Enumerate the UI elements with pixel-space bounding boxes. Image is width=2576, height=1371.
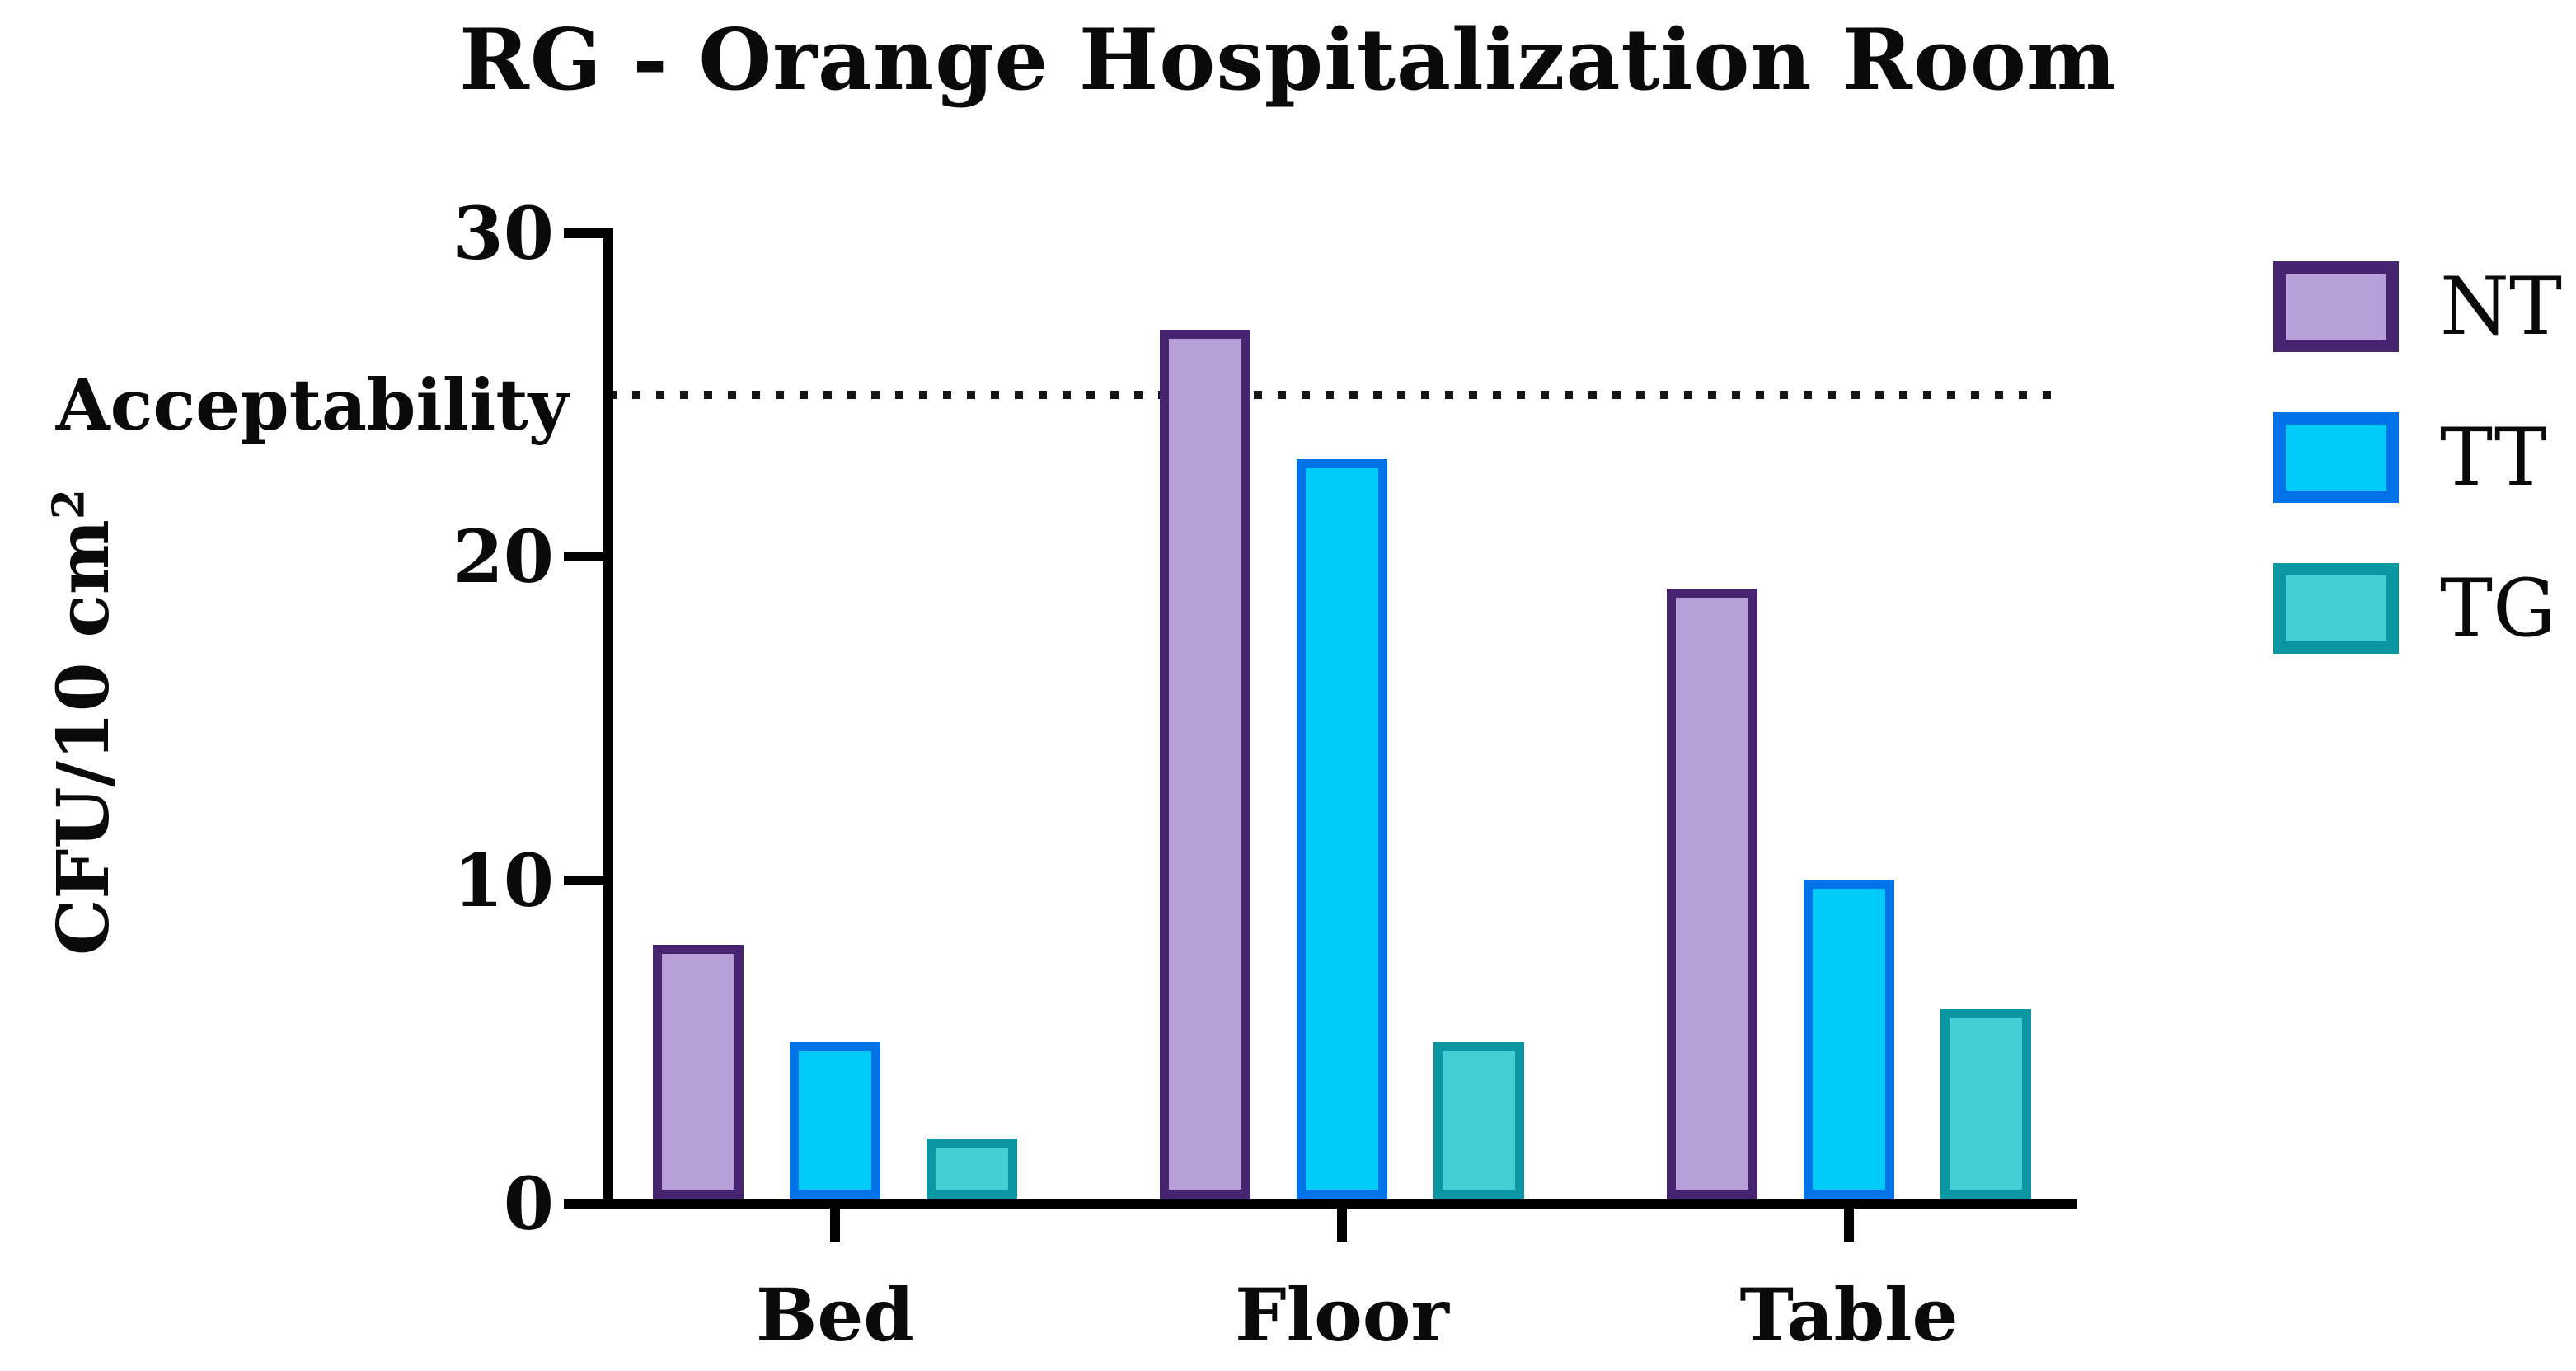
bar-tg-table	[1940, 1009, 2031, 1199]
bar-tg-bed	[927, 1139, 1017, 1199]
bar-nt-bed	[653, 945, 744, 1199]
y-axis	[603, 228, 613, 1209]
y-tick-30	[564, 228, 608, 238]
legend-label-tg: TG	[2440, 562, 2556, 655]
y-tick-10	[564, 876, 608, 885]
legend-swatch-nt	[2273, 261, 2399, 352]
legend-label-nt: NT	[2440, 261, 2563, 353]
legend-swatch-tg	[2273, 563, 2399, 654]
legend-label-tt: TT	[2440, 411, 2547, 504]
plot-area	[608, 228, 2077, 1199]
x-tick-bed	[830, 1209, 840, 1242]
x-axis	[564, 1199, 2077, 1209]
bar-nt-table	[1666, 589, 1757, 1199]
y-tick-label-20: 20	[453, 514, 554, 599]
legend-entry-nt: NT	[2273, 261, 2562, 353]
bar-nt-floor	[1159, 330, 1250, 1199]
x-category-label-floor: Floor	[1235, 1272, 1449, 1358]
y-tick-20	[564, 552, 608, 561]
y-axis-label-exponent: 2	[42, 489, 95, 520]
chart-title: RG - Orange Hospitalization Room	[459, 11, 2117, 110]
bar-tt-bed	[790, 1042, 880, 1199]
legend-swatch-tt	[2273, 412, 2399, 503]
y-tick-label-10: 10	[453, 838, 554, 923]
legend-entry-tg: TG	[2273, 562, 2562, 655]
x-tick-table	[1844, 1209, 1854, 1242]
x-category-label-table: Table	[1739, 1272, 1959, 1358]
bar-tt-table	[1803, 880, 1894, 1199]
acceptability-line	[608, 391, 2053, 399]
legend-entry-tt: TT	[2273, 411, 2562, 504]
x-tick-floor	[1337, 1209, 1347, 1242]
bar-tg-floor	[1433, 1042, 1524, 1199]
x-category-label-bed: Bed	[756, 1272, 914, 1358]
y-axis-label-text: CFU/10 cm	[42, 519, 125, 956]
y-tick-label-0: 0	[503, 1161, 554, 1247]
acceptability-label: Acceptability	[55, 364, 569, 447]
bar-tt-floor	[1296, 459, 1387, 1199]
y-tick-label-30: 30	[453, 190, 554, 276]
legend: NT TT TG	[2273, 261, 2562, 655]
